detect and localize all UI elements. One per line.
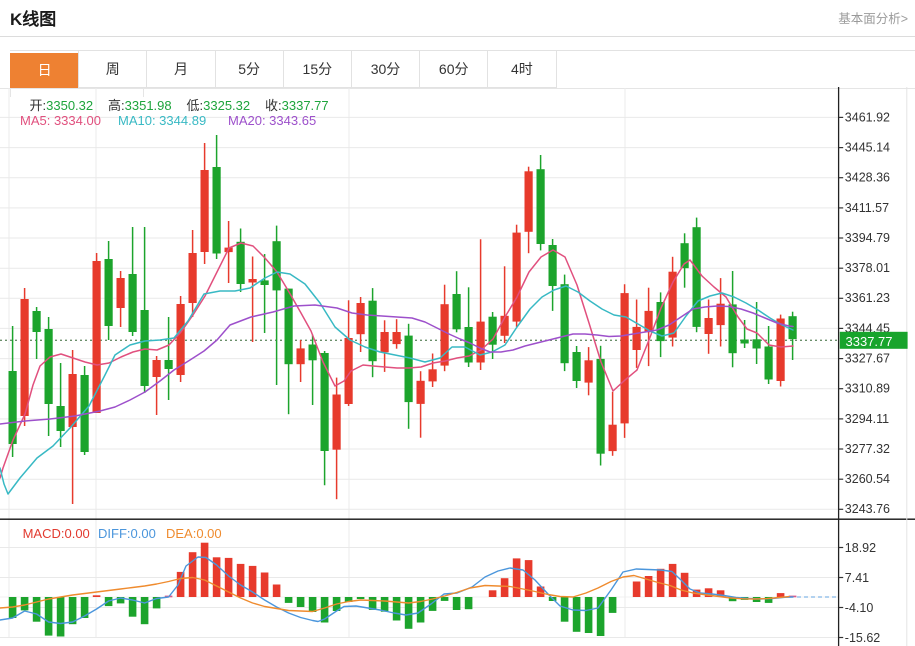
svg-text:3378.01: 3378.01 xyxy=(845,261,890,275)
svg-text:3394.79: 3394.79 xyxy=(845,231,890,245)
svg-text:3310.89: 3310.89 xyxy=(845,382,890,396)
svg-text:3428.36: 3428.36 xyxy=(845,171,890,185)
svg-text:3461.92: 3461.92 xyxy=(845,110,890,124)
svg-text:3411.57: 3411.57 xyxy=(845,201,889,215)
svg-text:3327.67: 3327.67 xyxy=(845,352,890,366)
svg-text:3277.32: 3277.32 xyxy=(845,442,890,456)
svg-text:18.92: 18.92 xyxy=(845,541,876,555)
svg-text:3260.54: 3260.54 xyxy=(845,472,890,486)
svg-text:3243.76: 3243.76 xyxy=(845,502,890,516)
svg-text:-15.62: -15.62 xyxy=(845,631,880,645)
svg-text:3294.11: 3294.11 xyxy=(845,412,889,426)
svg-text:7.41: 7.41 xyxy=(845,571,869,585)
svg-text:3445.14: 3445.14 xyxy=(845,141,890,155)
svg-text:-4.10: -4.10 xyxy=(845,601,874,615)
svg-text:3361.23: 3361.23 xyxy=(845,291,890,305)
